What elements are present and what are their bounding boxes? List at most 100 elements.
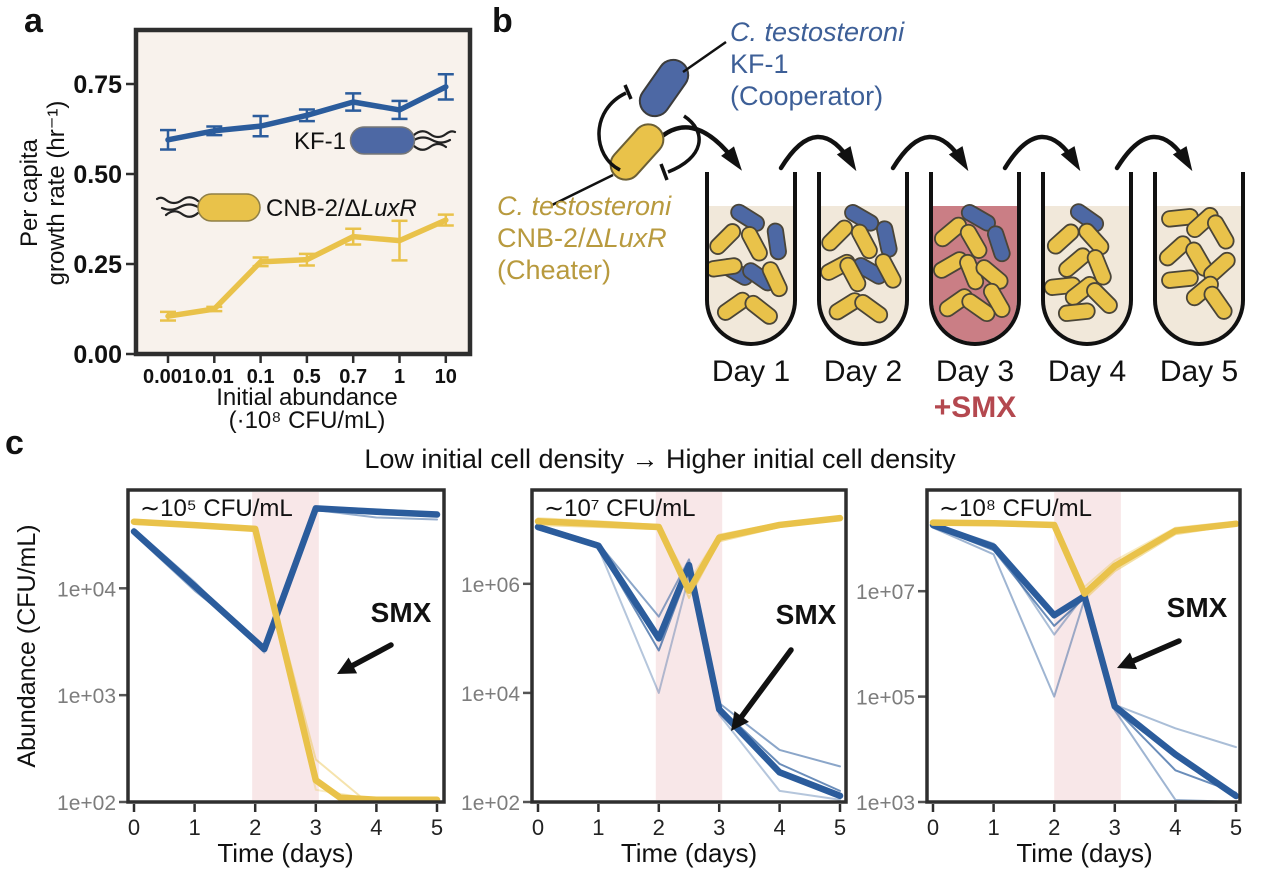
yellow-cell-icon	[1078, 222, 1110, 256]
density-annotation: ∼10⁷ CFU/mL	[544, 495, 696, 522]
yellow-cell-icon	[1086, 282, 1118, 314]
inhibition-tbar-icon	[623, 84, 633, 100]
a-xtick-label: 0.7	[339, 366, 367, 388]
panel-a-x-axis-title-line1: Initial abundance	[216, 384, 398, 411]
yellow-main-line	[534, 514, 844, 594]
panel-a-chart: 0.00 0.25 0.50 0.75 0.001 0.01 0.1 0.5 0.7 1 10	[73, 27, 473, 388]
yellow-main-line	[130, 518, 441, 803]
c-xtick-label: 3	[310, 815, 322, 840]
legend-cheater-label: CNB-2/ΔLuxR	[266, 195, 417, 222]
panel-a-label: a	[24, 2, 43, 40]
cooperator-callout-line	[682, 40, 727, 74]
panel-b-diagram	[647, 125, 1245, 346]
c-xtick-label: 3	[1109, 815, 1121, 840]
cooperator-bacterium	[638, 58, 690, 118]
c-ytick-label: 1e+03	[57, 685, 116, 708]
inhibition-tbar-icon	[659, 163, 669, 181]
panel-a-x-axis-title-line2: (·10⁸ CFU/mL)	[228, 407, 386, 434]
yellow-cell-icon	[821, 219, 854, 252]
tube-outline	[929, 172, 1021, 346]
yellow-cell-icon	[874, 253, 902, 289]
yellow-cell-icon	[1158, 235, 1192, 267]
c-xtick-label: 5	[431, 815, 443, 840]
blue-cell-icon	[986, 225, 1011, 263]
x-axis-title: Time (days)	[621, 838, 757, 868]
flagella-icon	[164, 210, 200, 218]
blue-main-line	[534, 523, 844, 800]
transfer-arrow-head	[1060, 146, 1081, 172]
yellow-cell-icon	[1161, 269, 1199, 289]
plot-frame	[530, 488, 848, 804]
c-xtick-label: 4	[370, 815, 382, 840]
a-xtick-label: 0.5	[293, 366, 321, 388]
flagella-icon	[155, 196, 200, 205]
x-axis-title: Time (days)	[217, 838, 353, 868]
yellow-cell-icon	[1186, 207, 1219, 239]
cheater-label: C. testosteroni CNB-2/ΔLuxR (Cheater)	[497, 190, 671, 286]
density-annotation: ∼10⁵ CFU/mL	[140, 495, 293, 522]
cooperator-label: C. testosteroni KF-1 (Cooperator)	[730, 16, 904, 112]
tube-day-2	[817, 172, 909, 346]
panel-a-y-axis-title: Per capita growth rate (hr⁻¹)	[16, 100, 70, 286]
day-1-label: Day 1	[711, 355, 791, 388]
c-ytick-label: 1e+02	[57, 792, 116, 815]
c-ytick-label: 1e+02	[461, 792, 520, 815]
smx-arrow-icon	[1130, 638, 1182, 664]
blue-cell-icon	[730, 203, 765, 232]
yellow-cell-icon	[854, 293, 889, 324]
blue-cell-icon	[766, 222, 787, 261]
inhibition-arc-icon	[597, 91, 627, 172]
x-axis-title: Time (days)	[1016, 838, 1152, 868]
cheater-role: (Cheater)	[497, 255, 612, 285]
day-5-label: Day 5	[1159, 355, 1239, 388]
panel-c-label: c	[5, 424, 24, 462]
day-4-label: Day 4	[1047, 355, 1127, 388]
cheater-callout-line	[551, 173, 614, 207]
smx-treatment-band	[1054, 492, 1121, 800]
c-xtick-label: 2	[1048, 815, 1060, 840]
yellow-cell-icon	[959, 223, 988, 259]
day-3-label: Day 3	[935, 355, 1015, 388]
smx-arrow-icon-head	[1117, 652, 1138, 670]
cooperator-role: (Cooperator)	[730, 81, 884, 111]
panel-c-plot-2: 1e+06 1e+04 1e+02 0 1 2 3 4 5 ∼10⁷ CFU/mL Time (da…	[461, 488, 848, 868]
transfer-arrow-head	[836, 146, 857, 172]
plot-frame	[126, 488, 446, 804]
yellow-cell-icon	[740, 226, 768, 262]
tube-outline	[705, 172, 797, 346]
tube-day-5	[1153, 172, 1245, 346]
plus-smx-label: +SMX	[933, 391, 1017, 424]
yellow-cell-icon	[839, 256, 867, 293]
c-xtick-label: 1	[188, 815, 200, 840]
yellow-cell-icon	[716, 291, 752, 321]
flagella-icon	[160, 203, 200, 211]
tube-day-1	[704, 172, 797, 346]
c-xtick-label: 3	[713, 815, 725, 840]
smx-arrow-icon	[350, 642, 394, 669]
tube-outline	[817, 172, 909, 346]
blue-main-line	[130, 505, 441, 653]
panel-c-plot-1: 1e+04 1e+03 1e+02 0 1 2 3 4 5 ∼10⁵ CFU/mL Time (da…	[57, 488, 446, 868]
c-ytick-label: 1e+07	[856, 581, 915, 604]
tube-outline	[1041, 172, 1133, 346]
c-ytick-label: 1e+04	[461, 683, 520, 706]
a-ytick-label: 0.50	[73, 161, 122, 189]
yellow-cell-icon	[1206, 214, 1235, 250]
smx-arrow-icon	[738, 647, 794, 720]
a-xtick-label: 10	[435, 366, 457, 388]
day-2-label: Day 2	[823, 355, 903, 388]
tube-outline	[1153, 172, 1245, 346]
smx-arrow-icon-head	[337, 657, 358, 674]
tube-day-3	[929, 172, 1021, 346]
cheater-bacterium	[609, 123, 665, 181]
blue-capsule-icon	[638, 58, 690, 118]
smx-arrow-icon-head	[731, 711, 749, 731]
flagella-icon	[412, 142, 448, 151]
panel-c-plot-3: 1e+07 1e+05 1e+03 0 1 2 3 4 5 ∼10⁸ CFU/mL Time (da…	[856, 488, 1242, 868]
c-xtick-label: 2	[249, 815, 261, 840]
static-artwork: KF-1 CNB-2/ΔLuxR	[155, 40, 727, 222]
yellow-cell-icon	[1203, 285, 1233, 320]
a-ytick-label: 0.25	[73, 251, 122, 279]
yellow-cell-icon	[1046, 223, 1080, 255]
